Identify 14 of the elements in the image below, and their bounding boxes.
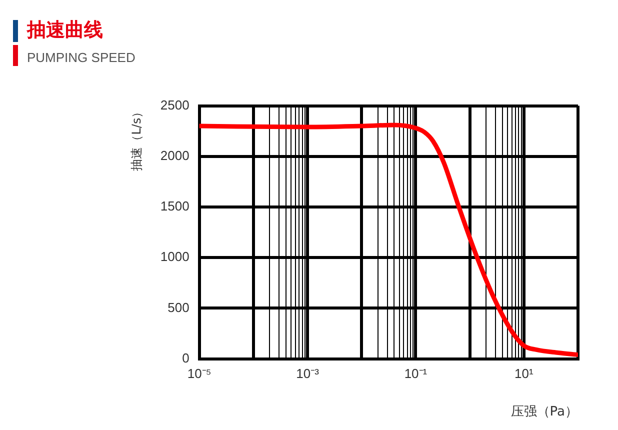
y-axis-title: 抽速（L/s） (129, 106, 144, 171)
text: PUMPING SPEED (27, 49, 136, 67)
y-tick-label: 2500 (160, 97, 190, 112)
y-tick-label: 0 (182, 350, 190, 366)
y-tick-label: 500 (168, 300, 190, 315)
chart-title: 抽速曲线 (27, 18, 103, 42)
y-tick-label: 2000 (160, 148, 190, 163)
x-tick-label: 10¹ (514, 366, 534, 382)
x-axis-title: 压强（Pa） (510, 404, 578, 420)
x-tick-label: 10⁻¹ (404, 366, 428, 382)
y-tick-label: 1500 (160, 198, 190, 214)
x-tick-label: 10⁻³ (296, 366, 320, 382)
x-tick-label: 10⁻⁵ (187, 366, 212, 382)
y-tick-label: 1000 (160, 249, 190, 264)
